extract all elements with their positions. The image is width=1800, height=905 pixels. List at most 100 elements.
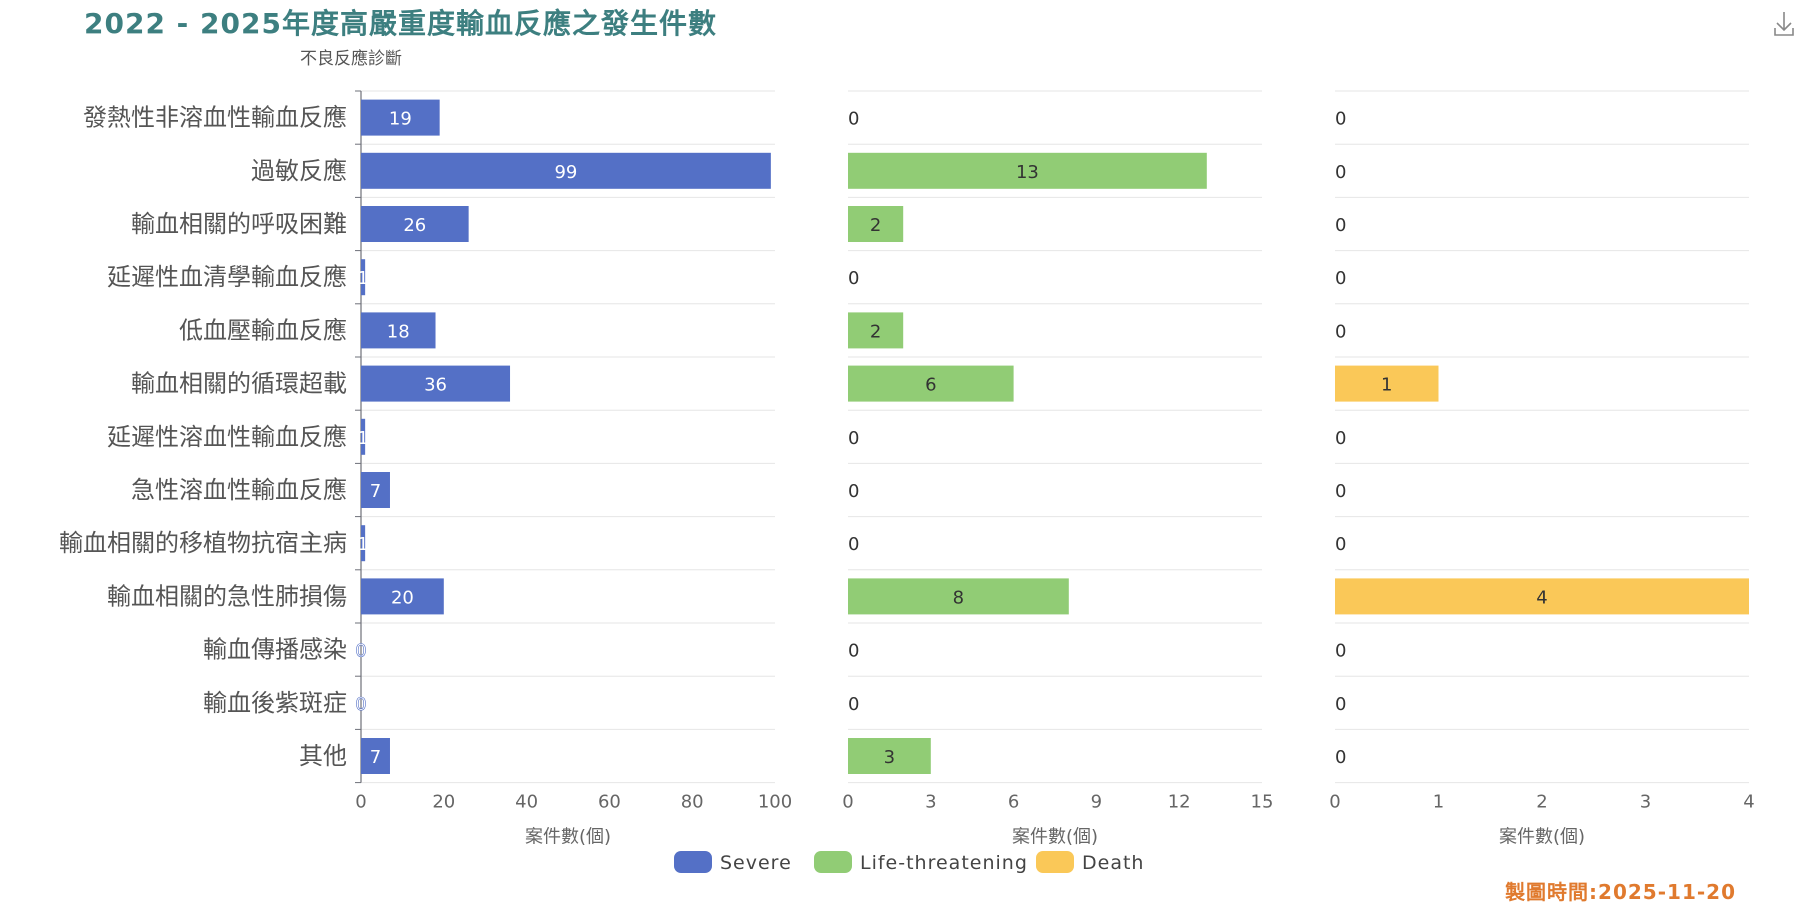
x-tick-label: 12 — [1168, 792, 1191, 813]
legend-swatch — [1036, 851, 1074, 873]
x-tick-label: 2 — [1536, 792, 1547, 813]
legend-swatch — [814, 851, 852, 873]
category-label: 延遲性血清學輸血反應 — [107, 263, 347, 291]
data-label: 0 — [355, 641, 366, 662]
data-label: 7 — [370, 481, 381, 502]
data-label: 0 — [848, 268, 859, 289]
category-label: 急性溶血性輸血反應 — [131, 476, 347, 504]
category-label: 輸血相關的呼吸困難 — [131, 210, 347, 238]
category-label: 輸血相關的移植物抗宿主病 — [59, 529, 347, 557]
x-tick-label: 4 — [1743, 792, 1754, 813]
data-label: 0 — [1335, 109, 1346, 130]
bar — [361, 99, 440, 136]
data-label: 3 — [884, 747, 895, 768]
x-tick-label: 20 — [432, 792, 455, 813]
bar — [848, 738, 931, 774]
category-label: 輸血相關的循環超載 — [131, 370, 347, 398]
bar — [848, 312, 904, 349]
data-label: 13 — [1016, 162, 1039, 183]
x-tick-label: 3 — [1640, 792, 1651, 813]
data-label: 0 — [1335, 747, 1346, 768]
category-label: 延遲性溶血性輸血反應 — [107, 423, 347, 451]
data-label: 0 — [1335, 641, 1346, 662]
bar — [361, 206, 469, 242]
category-label: 過敏反應 — [251, 157, 347, 185]
legend-label: Death — [1082, 852, 1144, 874]
data-label: 0 — [1335, 268, 1346, 289]
data-label: 4 — [1536, 587, 1547, 608]
bar — [1335, 365, 1439, 402]
data-label: 19 — [389, 109, 412, 130]
bar — [361, 738, 390, 774]
bar — [848, 206, 904, 242]
data-label: 26 — [403, 215, 426, 236]
data-label: 0 — [848, 428, 859, 449]
bar — [361, 472, 390, 508]
bar — [361, 152, 771, 189]
data-label: 1 — [357, 268, 368, 289]
data-label: 2 — [870, 321, 881, 342]
x-axis-title: 案件數(個) — [1012, 827, 1098, 848]
download-icon[interactable] — [1772, 8, 1796, 38]
x-tick-label: 9 — [1091, 792, 1102, 813]
bar — [848, 152, 1207, 189]
data-label: 0 — [848, 109, 859, 130]
chart-timestamp: 製圖時間:2025-11-20 — [1505, 880, 1736, 904]
bar — [361, 365, 511, 402]
bar — [361, 418, 366, 455]
data-label: 7 — [370, 747, 381, 768]
data-label: 0 — [1335, 215, 1346, 236]
data-label: 0 — [1335, 428, 1346, 449]
legend-swatch — [674, 851, 712, 873]
x-tick-label: 3 — [925, 792, 936, 813]
data-label: 0 — [1335, 481, 1346, 502]
data-label: 1 — [357, 534, 368, 555]
data-label: 0 — [848, 481, 859, 502]
data-label: 1 — [1381, 375, 1392, 396]
x-tick-label: 80 — [681, 792, 704, 813]
legend-label: Severe — [720, 852, 792, 874]
chart-title: 2022 - 2025年度高嚴重度輸血反應之發生件數 — [84, 7, 717, 40]
x-tick-label: 15 — [1251, 792, 1274, 813]
data-label: 0 — [355, 694, 366, 715]
bar — [361, 578, 444, 615]
x-tick-label: 0 — [842, 792, 853, 813]
bar — [361, 259, 366, 296]
bar — [1335, 578, 1749, 615]
data-label: 0 — [1335, 534, 1346, 555]
data-label: 20 — [391, 587, 414, 608]
data-label: 0 — [848, 694, 859, 715]
x-tick-label: 60 — [598, 792, 621, 813]
bar — [361, 312, 436, 349]
data-label: 1 — [357, 428, 368, 449]
x-tick-label: 0 — [355, 792, 366, 813]
data-label: 0 — [1335, 162, 1346, 183]
category-label: 輸血相關的急性肺損傷 — [107, 582, 347, 610]
x-tick-label: 40 — [515, 792, 538, 813]
legend-label: Life-threatening — [860, 852, 1028, 874]
x-tick-label: 1 — [1433, 792, 1444, 813]
bar — [848, 578, 1069, 615]
category-label: 輸血傳播感染 — [203, 636, 347, 664]
x-tick-label: 6 — [1008, 792, 1019, 813]
data-label: 0 — [1335, 321, 1346, 342]
data-label: 18 — [387, 321, 410, 342]
category-label: 低血壓輸血反應 — [179, 316, 347, 344]
data-label: 8 — [953, 587, 964, 608]
data-label: 36 — [424, 375, 447, 396]
data-label: 6 — [925, 375, 936, 396]
y-axis-title: 不良反應診斷 — [300, 48, 402, 69]
data-label: 0 — [848, 534, 859, 555]
category-label: 其他 — [299, 742, 347, 770]
data-label: 2 — [870, 215, 881, 236]
x-axis-title: 案件數(個) — [525, 827, 611, 848]
bar — [848, 365, 1014, 402]
data-label: 99 — [554, 162, 577, 183]
bar — [361, 525, 366, 562]
data-label: 0 — [1335, 694, 1346, 715]
x-tick-label: 100 — [758, 792, 792, 813]
x-axis-title: 案件數(個) — [1499, 827, 1585, 848]
category-label: 輸血後紫斑症 — [203, 689, 347, 717]
data-label: 0 — [848, 641, 859, 662]
